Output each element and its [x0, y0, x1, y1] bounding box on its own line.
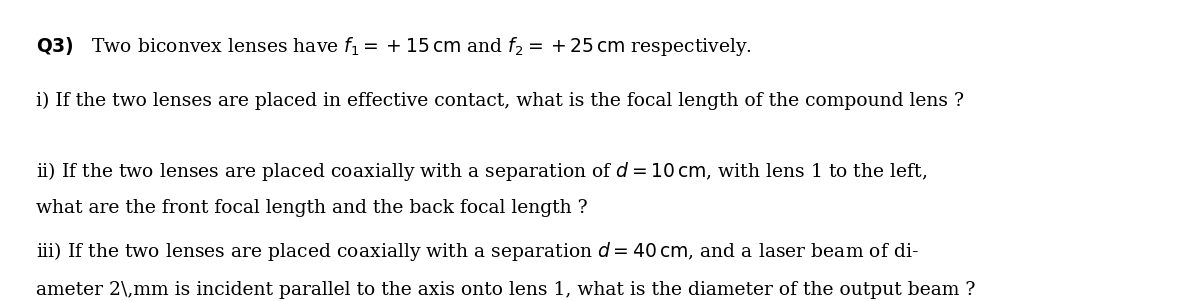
Text: $\mathbf{Q3)}$   Two biconvex lenses have $f_1 = +15\,\mathrm{cm}$ and $f_2 = +2: $\mathbf{Q3)}$ Two biconvex lenses have … — [36, 35, 752, 58]
Text: ameter 2\,mm is incident parallel to the axis onto lens 1, what is the diameter : ameter 2\,mm is incident parallel to the… — [36, 281, 976, 299]
Text: i) If the two lenses are placed in effective contact, what is the focal length o: i) If the two lenses are placed in effec… — [36, 92, 964, 110]
Text: iii) If the two lenses are placed coaxially with a separation $d = 40\,\mathrm{c: iii) If the two lenses are placed coaxia… — [36, 240, 919, 263]
Text: ii) If the two lenses are placed coaxially with a separation of $d = 10\,\mathrm: ii) If the two lenses are placed coaxial… — [36, 160, 928, 183]
Text: what are the front focal length and the back focal length ?: what are the front focal length and the … — [36, 199, 588, 217]
